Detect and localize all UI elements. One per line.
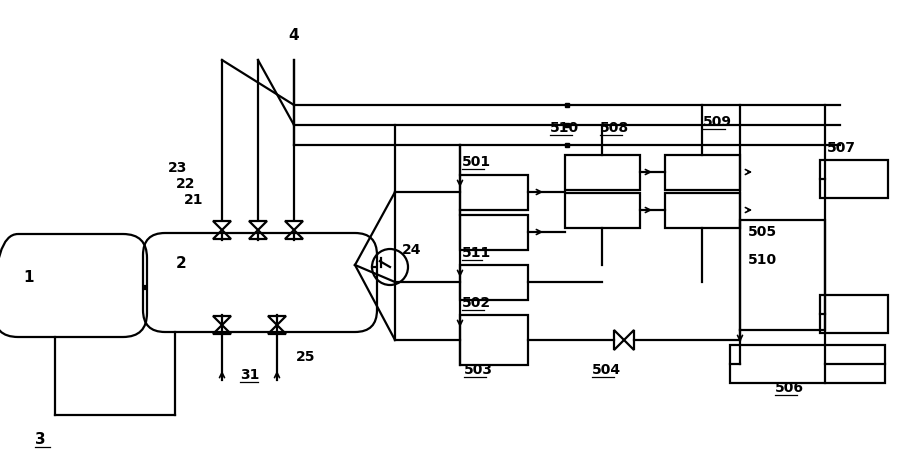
Text: 25: 25 — [296, 350, 315, 364]
Text: 1: 1 — [23, 270, 34, 285]
Text: 3: 3 — [35, 433, 45, 447]
Text: 501: 501 — [462, 155, 491, 169]
Text: 508: 508 — [600, 121, 629, 135]
Text: 505: 505 — [748, 225, 777, 239]
Bar — [665, 155, 740, 190]
Bar — [460, 265, 528, 300]
Text: 31: 31 — [240, 368, 259, 382]
Bar — [740, 220, 825, 330]
Text: 510: 510 — [550, 121, 579, 135]
Bar — [820, 160, 888, 198]
Text: 504: 504 — [592, 363, 622, 377]
Text: 509: 509 — [703, 115, 732, 129]
Text: 507: 507 — [827, 141, 856, 155]
Text: 24: 24 — [402, 243, 421, 257]
Bar — [730, 345, 885, 383]
Bar — [460, 175, 528, 210]
Text: 2: 2 — [176, 256, 187, 270]
Bar — [665, 193, 740, 228]
Bar — [460, 215, 528, 250]
Text: 22: 22 — [176, 177, 196, 191]
Text: 510: 510 — [748, 253, 777, 267]
Bar — [565, 193, 640, 228]
Bar — [460, 315, 528, 365]
Bar — [820, 295, 888, 333]
Text: 502: 502 — [462, 296, 491, 310]
Text: 4: 4 — [288, 28, 299, 42]
Text: 506: 506 — [775, 381, 804, 395]
Text: 23: 23 — [168, 161, 188, 175]
Text: 503: 503 — [464, 363, 493, 377]
Text: 511: 511 — [462, 246, 491, 260]
Text: 21: 21 — [184, 193, 204, 207]
Bar — [565, 155, 640, 190]
